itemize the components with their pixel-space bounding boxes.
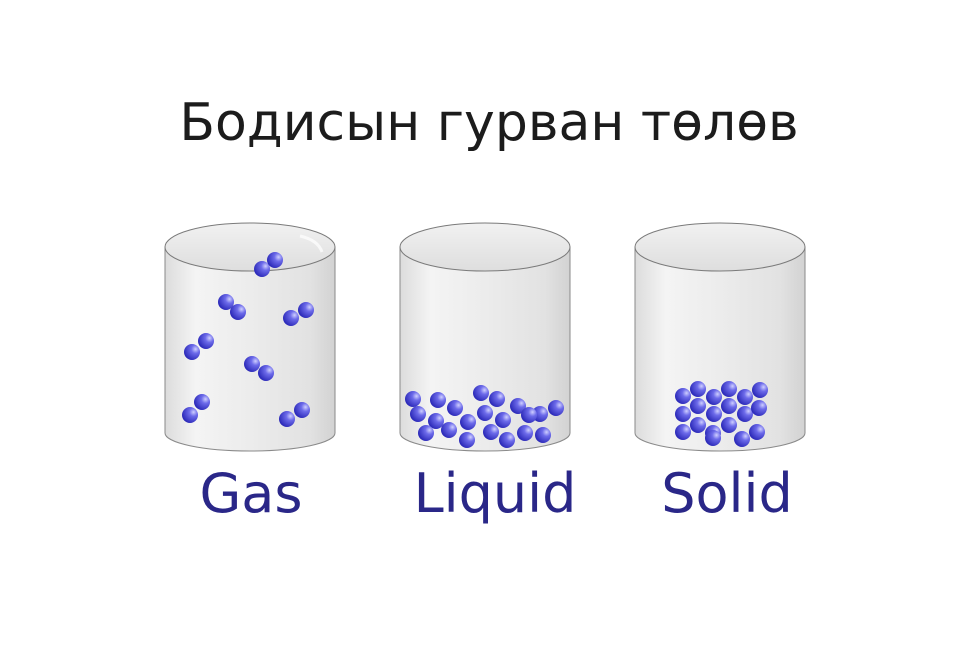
liquid-particle xyxy=(535,427,551,443)
gas-particle xyxy=(279,411,295,427)
liquid-particle xyxy=(521,407,537,423)
gas-particle xyxy=(184,344,200,360)
solid-particle xyxy=(675,406,691,422)
solid-particles xyxy=(675,381,768,447)
label-gas: Gas xyxy=(199,462,302,525)
gas-particle xyxy=(294,402,310,418)
gas-particle xyxy=(298,302,314,318)
gas-particle xyxy=(194,394,210,410)
liquid-particle xyxy=(447,400,463,416)
liquid-particle xyxy=(489,391,505,407)
gas-particle xyxy=(218,294,234,310)
liquid-particle xyxy=(548,400,564,416)
liquid-particle xyxy=(499,432,515,448)
gas-particle xyxy=(258,365,274,381)
liquid-particle xyxy=(405,391,421,407)
label-liquid: Liquid xyxy=(414,462,577,525)
gas-particle xyxy=(244,356,260,372)
liquid-particle xyxy=(459,432,475,448)
liquid-container xyxy=(399,222,571,452)
solid-particle xyxy=(734,431,750,447)
solid-particle xyxy=(675,388,691,404)
liquid-particles xyxy=(405,385,564,448)
gas-particles xyxy=(182,252,314,427)
gas-container xyxy=(164,222,336,452)
liquid-particle xyxy=(477,405,493,421)
solid-particle xyxy=(706,389,722,405)
solid-particle xyxy=(737,406,753,422)
liquid-particle xyxy=(517,425,533,441)
gas-particle xyxy=(230,304,246,320)
solid-particle xyxy=(752,382,768,398)
liquid-particle xyxy=(473,385,489,401)
solid-particle xyxy=(690,381,706,397)
liquid-particle xyxy=(428,413,444,429)
gas-particle xyxy=(283,310,299,326)
liquid-particle xyxy=(483,424,499,440)
solid-particle xyxy=(690,398,706,414)
liquid-particle xyxy=(418,425,434,441)
solid-container xyxy=(634,222,806,452)
solid-particle xyxy=(690,417,706,433)
solid-particle xyxy=(721,417,737,433)
solid-particle xyxy=(751,400,767,416)
label-solid: Solid xyxy=(661,462,793,525)
liquid-particle xyxy=(410,406,426,422)
solid-particle xyxy=(705,430,721,446)
gas-particle xyxy=(267,252,283,268)
liquid-particle xyxy=(495,412,511,428)
gas-particle xyxy=(198,333,214,349)
solid-particle xyxy=(706,406,722,422)
liquid-particle xyxy=(510,398,526,414)
diagram-title: Бодисын гурван төлөв xyxy=(179,93,798,153)
solid-particle xyxy=(721,398,737,414)
solid-particle xyxy=(675,424,691,440)
solid-particle xyxy=(737,389,753,405)
liquid-particle xyxy=(441,422,457,438)
solid-particle xyxy=(749,424,765,440)
gas-particle xyxy=(254,261,270,277)
gas-particle xyxy=(182,407,198,423)
liquid-particle xyxy=(430,392,446,408)
solid-particle xyxy=(721,381,737,397)
liquid-particle xyxy=(460,414,476,430)
